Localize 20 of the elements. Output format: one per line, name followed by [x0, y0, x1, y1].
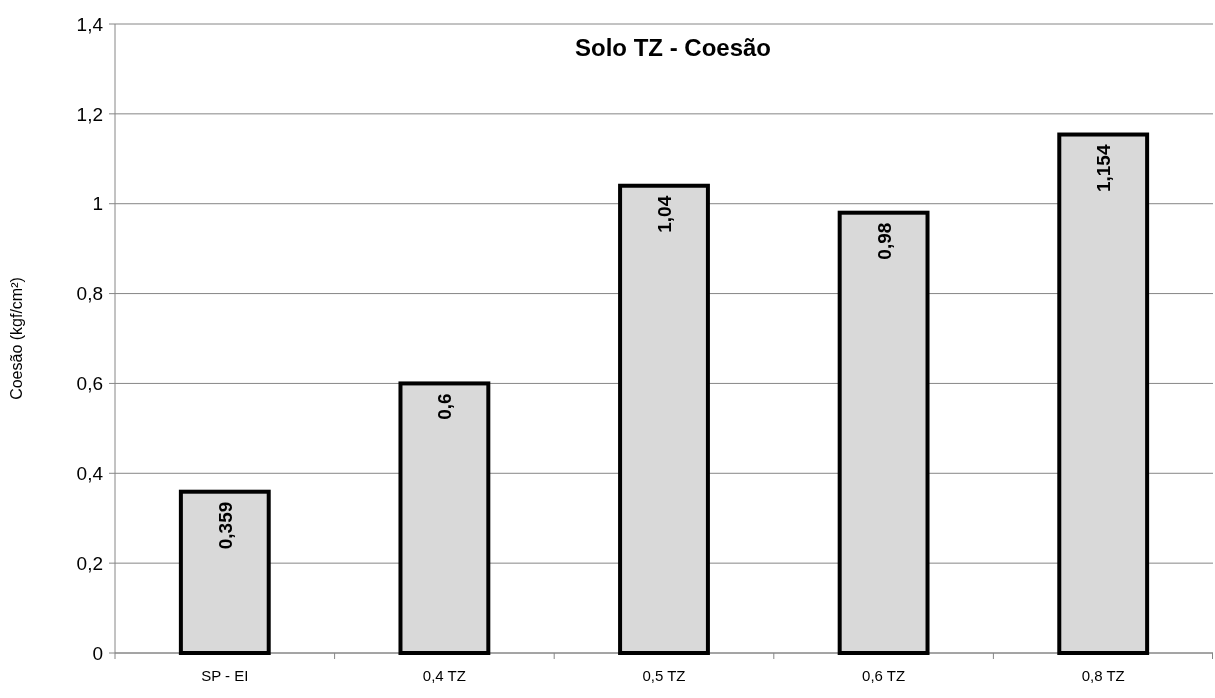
y-tick-label: 1	[92, 193, 103, 215]
y-tick-label: 0	[92, 642, 103, 664]
y-tick-label: 0,8	[76, 283, 103, 305]
x-tick-label: 0,8 TZ	[1081, 667, 1125, 684]
x-tick-label: 0,6 TZ	[862, 667, 906, 684]
data-label: 0,359	[214, 501, 236, 550]
y-axis-title: Coesão (kgf/cm²)	[8, 277, 25, 400]
y-tick-label: 0,6	[76, 373, 103, 395]
data-label: 1,154	[1093, 144, 1115, 193]
y-tick-label: 0,4	[76, 462, 104, 484]
data-label: 0,98	[873, 222, 895, 260]
y-tick-label: 1,2	[76, 103, 103, 125]
y-tick-label: 1,4	[76, 13, 104, 35]
data-label: 0,6	[434, 393, 456, 420]
data-label: 1,04	[654, 195, 675, 233]
x-tick-label: SP - EI	[201, 667, 249, 684]
x-tick-label: 0,5 TZ	[642, 667, 686, 684]
chart-title: Solo TZ - Coesão	[574, 34, 772, 61]
x-tick-label: 0,4 TZ	[422, 667, 466, 684]
y-tick-label: 0,2	[76, 552, 103, 574]
